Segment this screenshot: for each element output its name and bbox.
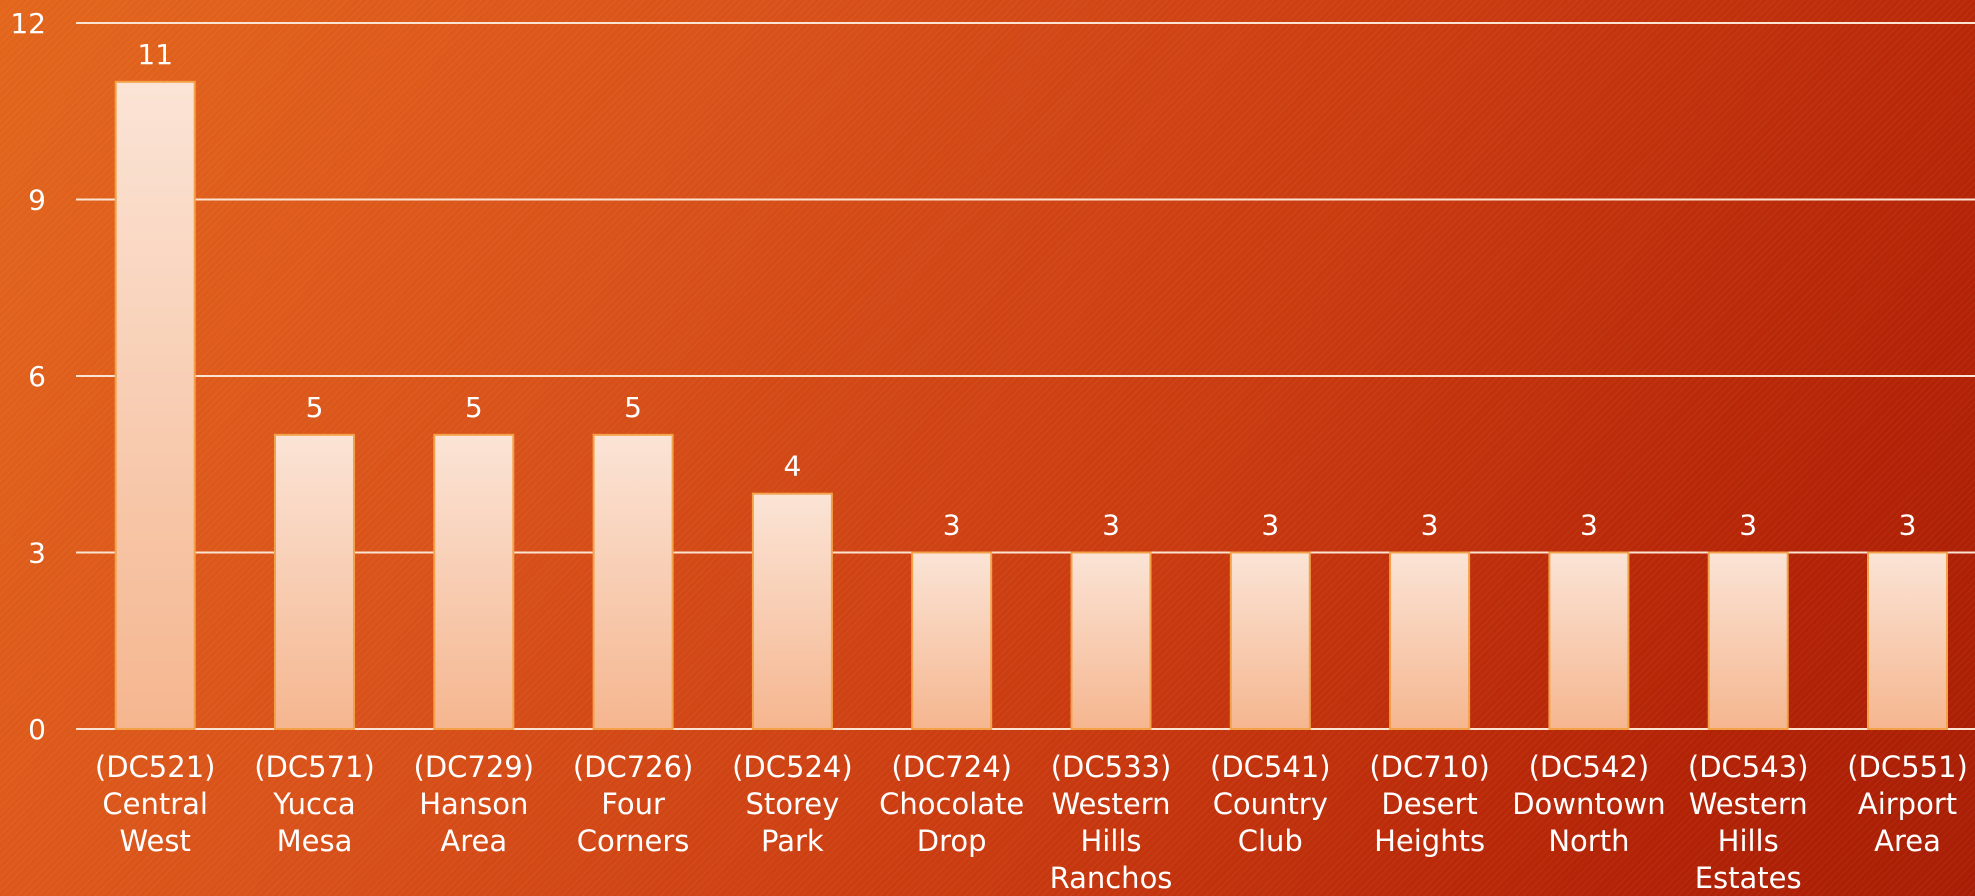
x-tick-label: (DC543) Western Hills Estates	[1688, 750, 1809, 895]
data-labels: 11 5 5 5 4 3 3 3 3 3 3 3	[137, 38, 1916, 542]
y-axis-ticks: 0 3 6 9 12	[10, 7, 46, 746]
bar	[751, 492, 833, 730]
x-tick-label: (DC533) Western Hills Ranchos	[1050, 750, 1173, 895]
y-tick-label: 12	[10, 7, 46, 40]
data-label: 3	[1261, 509, 1279, 542]
bar	[1070, 551, 1152, 730]
data-label: 3	[1739, 509, 1757, 542]
x-tick-label: (DC521) Central West	[95, 750, 216, 858]
x-tick-label: (DC571) Yucca Mesa	[254, 750, 375, 858]
data-label: 3	[1580, 509, 1598, 542]
bar	[1707, 551, 1789, 730]
x-tick-label: (DC724) Chocolate Drop	[879, 750, 1024, 858]
data-label: 5	[306, 391, 324, 424]
data-label: 5	[465, 391, 483, 424]
y-tick-label: 0	[28, 713, 46, 746]
data-label: 11	[137, 38, 173, 71]
bar	[114, 80, 196, 731]
data-label: 5	[624, 391, 642, 424]
gridlines	[76, 22, 1975, 730]
data-label: 3	[1102, 509, 1120, 542]
bar	[1548, 551, 1630, 730]
data-label: 4	[783, 450, 801, 483]
data-label: 3	[1421, 509, 1439, 542]
bar	[1229, 551, 1311, 730]
x-tick-label: (DC524) Storey Park	[732, 750, 853, 858]
bar	[911, 551, 993, 730]
y-tick-label: 9	[28, 184, 46, 217]
bar	[1389, 551, 1471, 730]
x-tick-label: (DC542) Downtown North	[1512, 750, 1665, 858]
bars	[114, 80, 1948, 731]
y-tick-label: 6	[28, 360, 46, 393]
x-tick-label: (DC726) Four Corners	[573, 750, 694, 858]
x-tick-label: (DC551) Airport Area	[1847, 750, 1968, 858]
bar	[274, 433, 355, 730]
data-label: 3	[1899, 509, 1917, 542]
x-tick-label: (DC729) Hanson Area	[414, 750, 535, 858]
bar	[433, 433, 515, 730]
x-tick-label: (DC710) Desert Heights	[1369, 750, 1490, 858]
bar	[592, 433, 674, 730]
x-tick-label: (DC541) Country Club	[1210, 750, 1331, 858]
x-axis-categories: (DC521) Central West (DC571) Yucca Mesa (DC729…	[95, 750, 1968, 895]
bar	[1867, 551, 1948, 730]
y-tick-label: 3	[28, 537, 46, 570]
data-label: 3	[943, 509, 961, 542]
